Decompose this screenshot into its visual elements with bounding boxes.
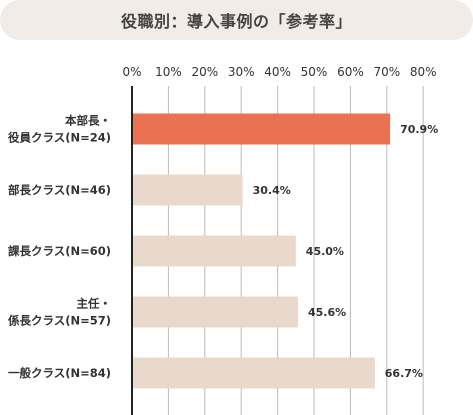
x-tick-label: 80% <box>410 65 437 79</box>
x-tick-label: 0% <box>122 65 141 79</box>
bar <box>132 296 298 328</box>
bar <box>132 113 391 145</box>
data-label: 70.9% <box>400 123 438 136</box>
category-label: 主任・ <box>77 297 112 311</box>
category-label: 本部長・ <box>65 114 111 128</box>
category-labels: 本部長・役員クラス(N=24) 部長クラス(N=46) 課長クラス(N=60) 主任・… <box>8 114 111 381</box>
x-tick-label: 60% <box>337 65 364 79</box>
data-label: 45.6% <box>308 306 346 319</box>
x-tick-label: 20% <box>191 65 218 79</box>
data-label: 30.4% <box>253 184 291 197</box>
category-label: 係長クラス(N=57) <box>8 314 111 328</box>
bar <box>132 357 375 389</box>
bars <box>132 113 391 389</box>
category-label: 一般クラス(N=84) <box>8 366 111 380</box>
x-tick-label: 30% <box>228 65 255 79</box>
category-label: 部長クラス(N=46) <box>8 183 111 197</box>
tick-labels: 0% 10% 20% 30% 40% 50% 60% 70% 80% <box>122 65 436 79</box>
x-tick-label: 50% <box>301 65 328 79</box>
data-label: 66.7% <box>385 367 423 380</box>
bar <box>132 235 296 267</box>
category-label: 役員クラス(N=24) <box>8 131 111 145</box>
chart-title: 役職別：導入事例の「参考率」 <box>0 0 473 40</box>
value-labels: 70.9% 30.4% 45.0% 45.6% 66.7% <box>253 123 439 380</box>
x-tick-label: 10% <box>155 65 182 79</box>
x-tick-label: 40% <box>264 65 291 79</box>
x-tick-label: 70% <box>373 65 400 79</box>
bar <box>132 174 243 206</box>
data-label: 45.0% <box>306 245 344 258</box>
category-label: 課長クラス(N=60) <box>8 244 111 258</box>
